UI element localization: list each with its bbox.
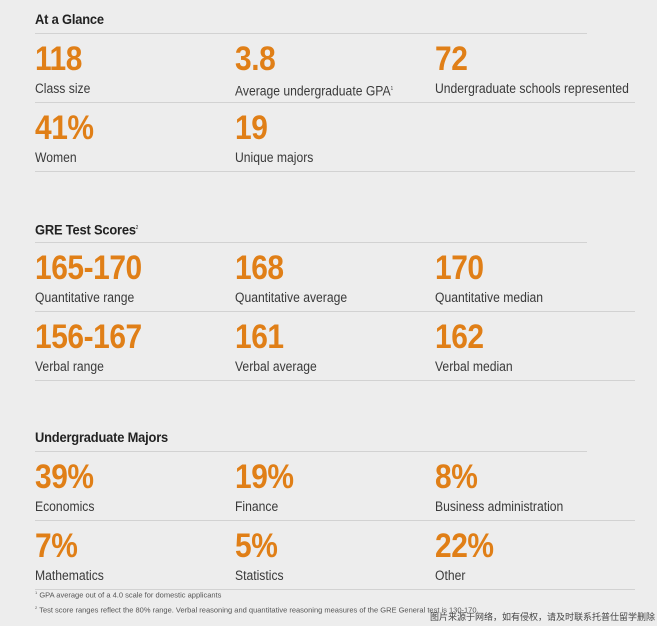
stat-value: 165-170 — [35, 249, 142, 287]
stat-label: Average undergraduate GPA1 — [235, 83, 394, 99]
section-title-at-a-glance: At a Glance — [35, 0, 587, 34]
stat-value: 22% — [435, 527, 494, 565]
stat-value: 168 — [235, 249, 284, 287]
stat-value: 19 — [235, 109, 268, 147]
stat-value: 7% — [35, 527, 78, 565]
stat-statistics: 5% Statistics — [235, 521, 435, 589]
stat-label: Quantitative median — [435, 290, 544, 305]
stat-gpa: 3.8 Average undergraduate GPA1 — [235, 34, 435, 102]
stat-label: Finance — [235, 499, 279, 514]
footnote-1: 1 GPA average out of a 4.0 scale for dom… — [35, 590, 222, 600]
stat-value: 118 — [35, 40, 82, 78]
stat-verbal-average: 161 Verbal average — [235, 312, 435, 380]
stat-row: 118 Class size 3.8 Average undergraduate… — [35, 34, 635, 103]
stat-verbal-range: 156-167 Verbal range — [35, 312, 235, 380]
stat-row: 156-167 Verbal range 161 Verbal average … — [35, 312, 635, 381]
stat-business-admin: 8% Business administration — [435, 452, 635, 520]
stat-row: 165-170 Quantitative range 168 Quantitat… — [35, 243, 635, 312]
stat-label: Undergraduate schools represented — [435, 81, 629, 96]
stat-label: Quantitative average — [235, 290, 348, 305]
stat-value: 170 — [435, 249, 484, 287]
stat-label: Verbal median — [435, 359, 513, 374]
stat-majors: 19 Unique majors — [235, 103, 435, 171]
stat-value: 5% — [235, 527, 278, 565]
stat-value: 161 — [235, 318, 284, 356]
section-title-gre: GRE Test Scores2 — [35, 209, 587, 243]
stat-finance: 19% Finance — [235, 452, 435, 520]
stat-quant-average: 168 Quantitative average — [235, 243, 435, 311]
footnote-ref: 1 — [390, 86, 394, 92]
stat-label: Verbal range — [35, 359, 104, 374]
stat-label: Class size — [35, 81, 91, 96]
footnotes: 1 GPA average out of a 4.0 scale for dom… — [35, 587, 655, 616]
stat-label: Unique majors — [235, 150, 314, 165]
section-gap — [35, 172, 635, 209]
stat-other: 22% Other — [435, 521, 635, 589]
stat-value: 19% — [235, 458, 294, 496]
stats-page: At a Glance 118 Class size 3.8 Average u… — [35, 0, 635, 590]
stat-quant-range: 165-170 Quantitative range — [35, 243, 235, 311]
watermark: 图片来源于网络，如有侵权，请及时联系托普仕留学删除 — [429, 612, 655, 622]
stat-label: Other — [435, 568, 466, 583]
stat-label: Quantitative range — [35, 290, 135, 305]
stat-value: 41% — [35, 109, 94, 147]
stat-mathematics: 7% Mathematics — [35, 521, 235, 589]
empty-cell — [435, 103, 635, 171]
stat-label: Women — [35, 150, 77, 165]
stat-row: 7% Mathematics 5% Statistics 22% Other — [35, 521, 635, 590]
stat-label: Statistics — [235, 568, 284, 583]
footnote-ref: 2 — [135, 225, 139, 231]
section-gap — [35, 381, 635, 418]
stat-economics: 39% Economics — [35, 452, 235, 520]
section-title-majors: Undergraduate Majors — [35, 418, 587, 452]
stat-label: Verbal average — [235, 359, 317, 374]
stat-row: 39% Economics 19% Finance 8% Business ad… — [35, 452, 635, 521]
stat-label: Mathematics — [35, 568, 104, 583]
stat-verbal-median: 162 Verbal median — [435, 312, 635, 380]
stat-label: Economics — [35, 499, 95, 514]
stat-value: 39% — [35, 458, 94, 496]
stat-quant-median: 170 Quantitative median — [435, 243, 635, 311]
stat-value: 3.8 — [235, 40, 276, 78]
stat-value: 72 — [435, 40, 468, 78]
footnote-2: 2 Test score ranges reflect the 80% rang… — [35, 604, 479, 615]
stat-class-size: 118 Class size — [35, 34, 235, 102]
stat-value: 162 — [435, 318, 484, 356]
stat-value: 156-167 — [35, 318, 142, 356]
stat-value: 8% — [435, 458, 478, 496]
stat-label: Business administration — [435, 499, 564, 514]
stat-row: 41% Women 19 Unique majors — [35, 103, 635, 172]
stat-schools: 72 Undergraduate schools represented — [435, 34, 635, 102]
stat-women: 41% Women — [35, 103, 235, 171]
